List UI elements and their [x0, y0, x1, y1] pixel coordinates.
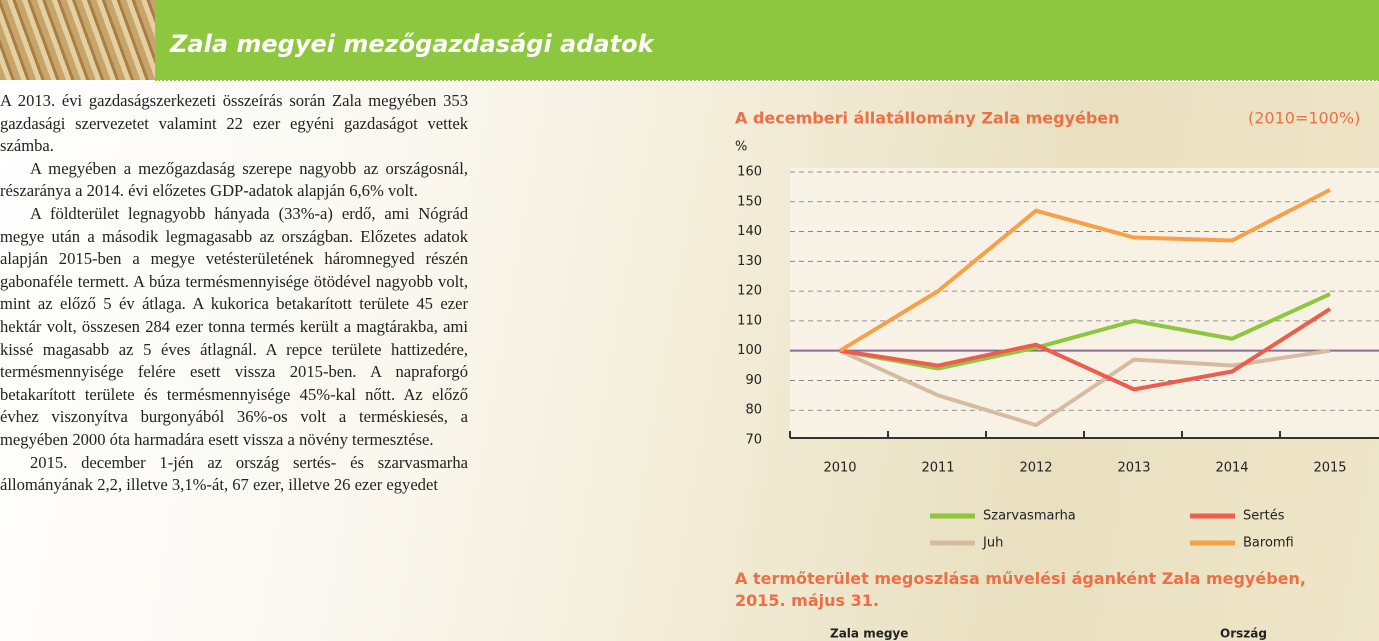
title-line: A termőterület megoszlása művelési ágank… — [735, 569, 1306, 588]
y-tick-label: 130 — [737, 254, 762, 269]
legend-label: Szarvasmarha — [983, 509, 1076, 524]
second-chart-label: Zala megye — [830, 627, 908, 641]
y-axis-label: % — [735, 140, 747, 155]
chart-subtitle: (2010=100%) — [1248, 109, 1360, 128]
body-text: A 2013. évi gazdaságszerkezeti összeírás… — [0, 90, 468, 497]
y-tick-label: 80 — [745, 403, 762, 418]
y-tick-label: 90 — [745, 373, 762, 388]
legend-label: Sertés — [1243, 509, 1285, 524]
x-tick-label: 2012 — [1019, 461, 1052, 476]
y-tick-label: 160 — [737, 165, 762, 180]
x-tick-label: 2015 — [1313, 461, 1346, 476]
y-tick-label: 150 — [737, 194, 762, 209]
series-line — [839, 307, 1332, 392]
x-tick-label: 2013 — [1117, 461, 1150, 476]
paragraph: 2015. december 1-jén az ország sertés- é… — [0, 452, 468, 495]
paragraph: A megyében a mezőgazdaság szerepe nagyob… — [0, 158, 468, 201]
y-tick-label: 110 — [737, 313, 762, 328]
chart-title: A decemberi állatállomány Zala megyében — [735, 109, 1120, 128]
y-tick-label: 140 — [737, 224, 762, 239]
y-tick-label: 70 — [745, 433, 762, 448]
header-image — [0, 0, 155, 80]
x-tick-label: 2010 — [823, 461, 856, 476]
paragraph: A 2013. évi gazdaságszerkezeti összeírás… — [0, 91, 468, 156]
title-line: 2015. május 31. — [735, 591, 879, 610]
header-band — [0, 0, 1379, 80]
y-tick-label: 120 — [737, 284, 762, 299]
y-tick-label: 100 — [737, 343, 762, 358]
x-tick-label: 2011 — [921, 461, 954, 476]
header-rule — [155, 79, 1379, 81]
x-tick-label: 2014 — [1215, 461, 1248, 476]
header-title: Zala megyei mezőgazdasági adatok — [170, 30, 654, 58]
paragraph: A földterület legnagyobb hányada (33%-a)… — [0, 203, 468, 449]
second-chart-label: Ország — [1220, 627, 1267, 641]
legend-label: Juh — [982, 536, 1003, 551]
second-chart-title: A termőterület megoszlása művelési ágank… — [735, 569, 1306, 610]
legend-label: Baromfi — [1243, 536, 1294, 551]
series-line — [838, 188, 1331, 353]
series-line — [839, 292, 1331, 371]
